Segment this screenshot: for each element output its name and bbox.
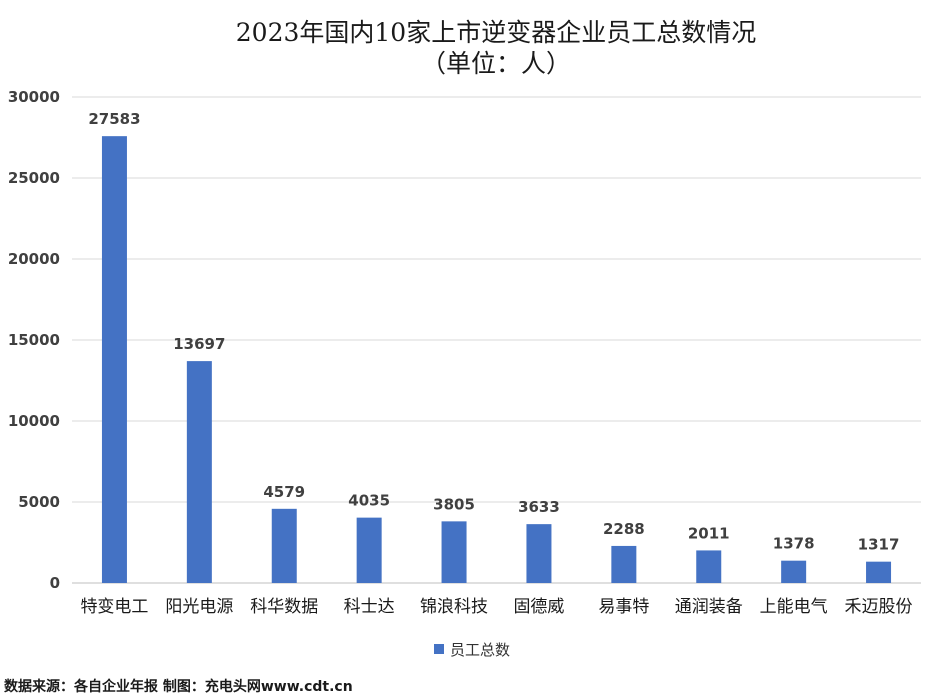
x-tick-label: 科士达 (344, 597, 395, 617)
chart-subtitle: （单位：人） (421, 49, 571, 78)
bar (186, 361, 212, 583)
data-label: 3805 (433, 495, 475, 513)
x-axis-ticks: 特变电工 阳光电源 科华数据 科士达 锦浪科技 固德威 易事特 通润装备 上能电气 禾迈股份 (80, 597, 912, 617)
bar (101, 136, 127, 583)
bar (526, 524, 552, 583)
data-label: 4579 (263, 483, 305, 501)
bar (866, 561, 892, 583)
x-tick-label: 特变电工 (80, 597, 148, 617)
legend-swatch (434, 644, 444, 654)
bar (441, 521, 467, 583)
data-labels: 27583 13697 4579 4035 3805 3633 2288 2011 1378 13… (88, 110, 899, 554)
x-tick-label: 锦浪科技 (420, 597, 488, 617)
data-label: 4035 (348, 492, 390, 510)
data-label: 13697 (173, 335, 225, 353)
x-tick-label: 易事特 (598, 597, 649, 617)
y-tick-label: 20000 (8, 250, 60, 268)
chart-title: 2023年国内10家上市逆变器企业员工总数情况 (236, 18, 756, 47)
grid-lines (72, 96, 921, 584)
x-tick-label: 通润装备 (675, 597, 743, 617)
x-tick-label: 禾迈股份 (845, 597, 913, 617)
x-tick-label: 科华数据 (250, 597, 318, 617)
data-label: 1378 (773, 535, 815, 553)
legend-label: 员工总数 (450, 641, 510, 659)
y-tick-label: 15000 (8, 331, 60, 349)
x-tick-label: 上能电气 (760, 597, 828, 617)
data-label: 3633 (518, 498, 560, 516)
bar (271, 508, 297, 583)
x-tick-label: 阳光电源 (165, 597, 233, 617)
y-tick-label: 5000 (18, 493, 60, 511)
y-tick-label: 0 (50, 574, 60, 592)
y-tick-label: 25000 (8, 169, 60, 187)
bar (696, 550, 722, 583)
data-label: 1317 (858, 536, 900, 554)
bar (356, 517, 382, 583)
y-tick-label: 10000 (8, 412, 60, 430)
bars (101, 136, 892, 583)
x-tick-label: 固德威 (513, 597, 564, 617)
y-tick-label: 30000 (8, 88, 60, 106)
bar (781, 560, 807, 583)
data-label: 2288 (603, 520, 645, 538)
y-axis-ticks: 0 5000 10000 15000 20000 25000 30000 (8, 88, 60, 592)
legend: 员工总数 (434, 641, 510, 659)
data-label: 2011 (688, 524, 730, 542)
source-note: 数据来源：各自企业年报 制图：充电头网www.cdt.cn (4, 678, 353, 695)
bar (611, 545, 637, 583)
data-label: 27583 (88, 110, 140, 128)
